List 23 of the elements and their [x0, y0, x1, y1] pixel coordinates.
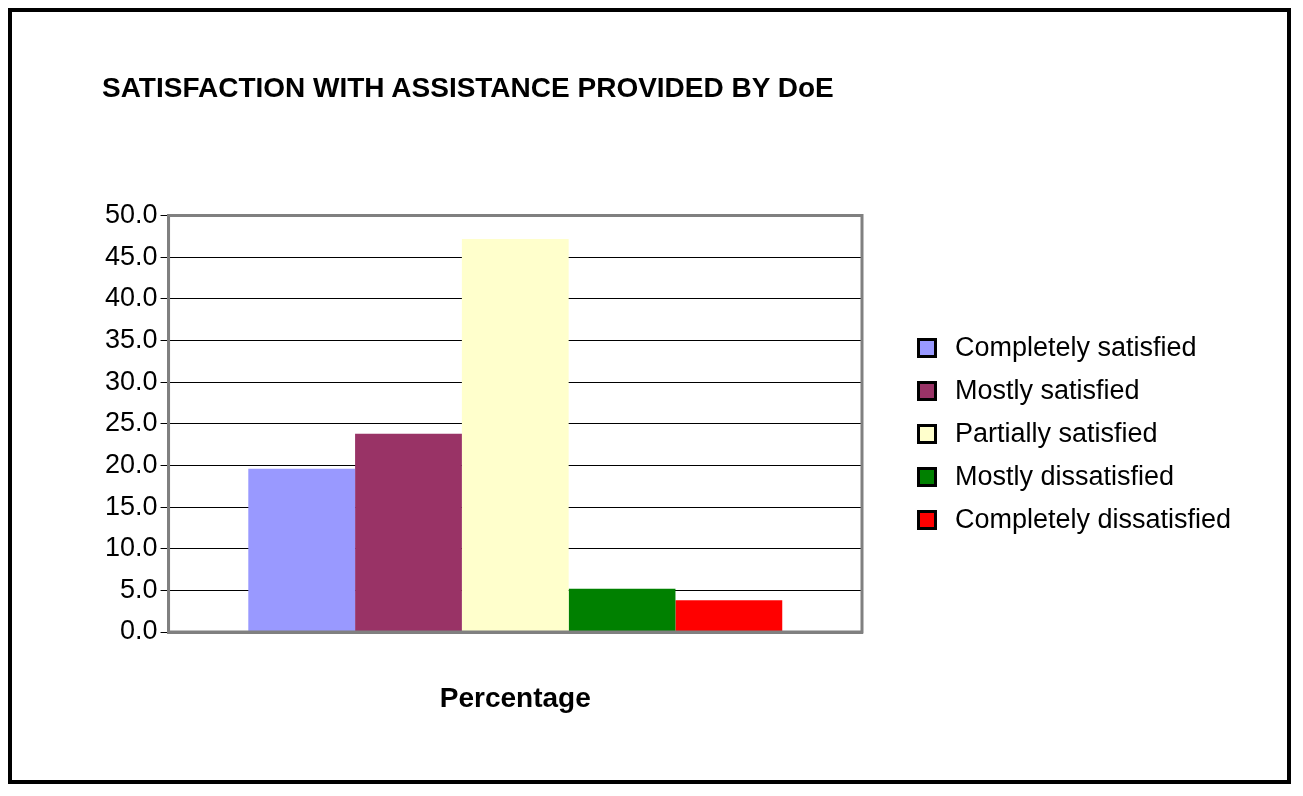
y-tick-label: 35.0	[104, 323, 158, 354]
y-tick-label: 40.0	[104, 282, 158, 313]
x-axis-title: Percentage	[439, 681, 591, 713]
bar	[675, 600, 783, 632]
y-tick-label: 20.0	[104, 448, 158, 479]
legend-label: Completely dissatisfied	[955, 504, 1232, 535]
legend-label: Partially satisfied	[955, 418, 1158, 449]
legend-label: Completely satisfied	[955, 332, 1197, 363]
y-tick-label: 10.0	[104, 532, 158, 563]
bar	[248, 468, 356, 632]
y-tick-label: 25.0	[104, 407, 158, 438]
y-tick-label: 50.0	[104, 199, 158, 230]
bar	[355, 433, 462, 632]
legend-label: Mostly dissatisfied	[955, 461, 1175, 492]
y-tick-label: 15.0	[104, 490, 158, 521]
y-tick-label: 0.0	[120, 615, 158, 646]
y-tick-label: 5.0	[120, 573, 158, 604]
bar	[568, 588, 676, 632]
chart-title: SATISFACTION WITH ASSISTANCE PROVIDED BY DoE	[102, 71, 834, 103]
bar	[461, 238, 569, 632]
legend-label: Mostly satisfied	[955, 375, 1140, 406]
y-tick-label: 45.0	[104, 240, 158, 271]
y-tick-label: 30.0	[104, 365, 158, 396]
